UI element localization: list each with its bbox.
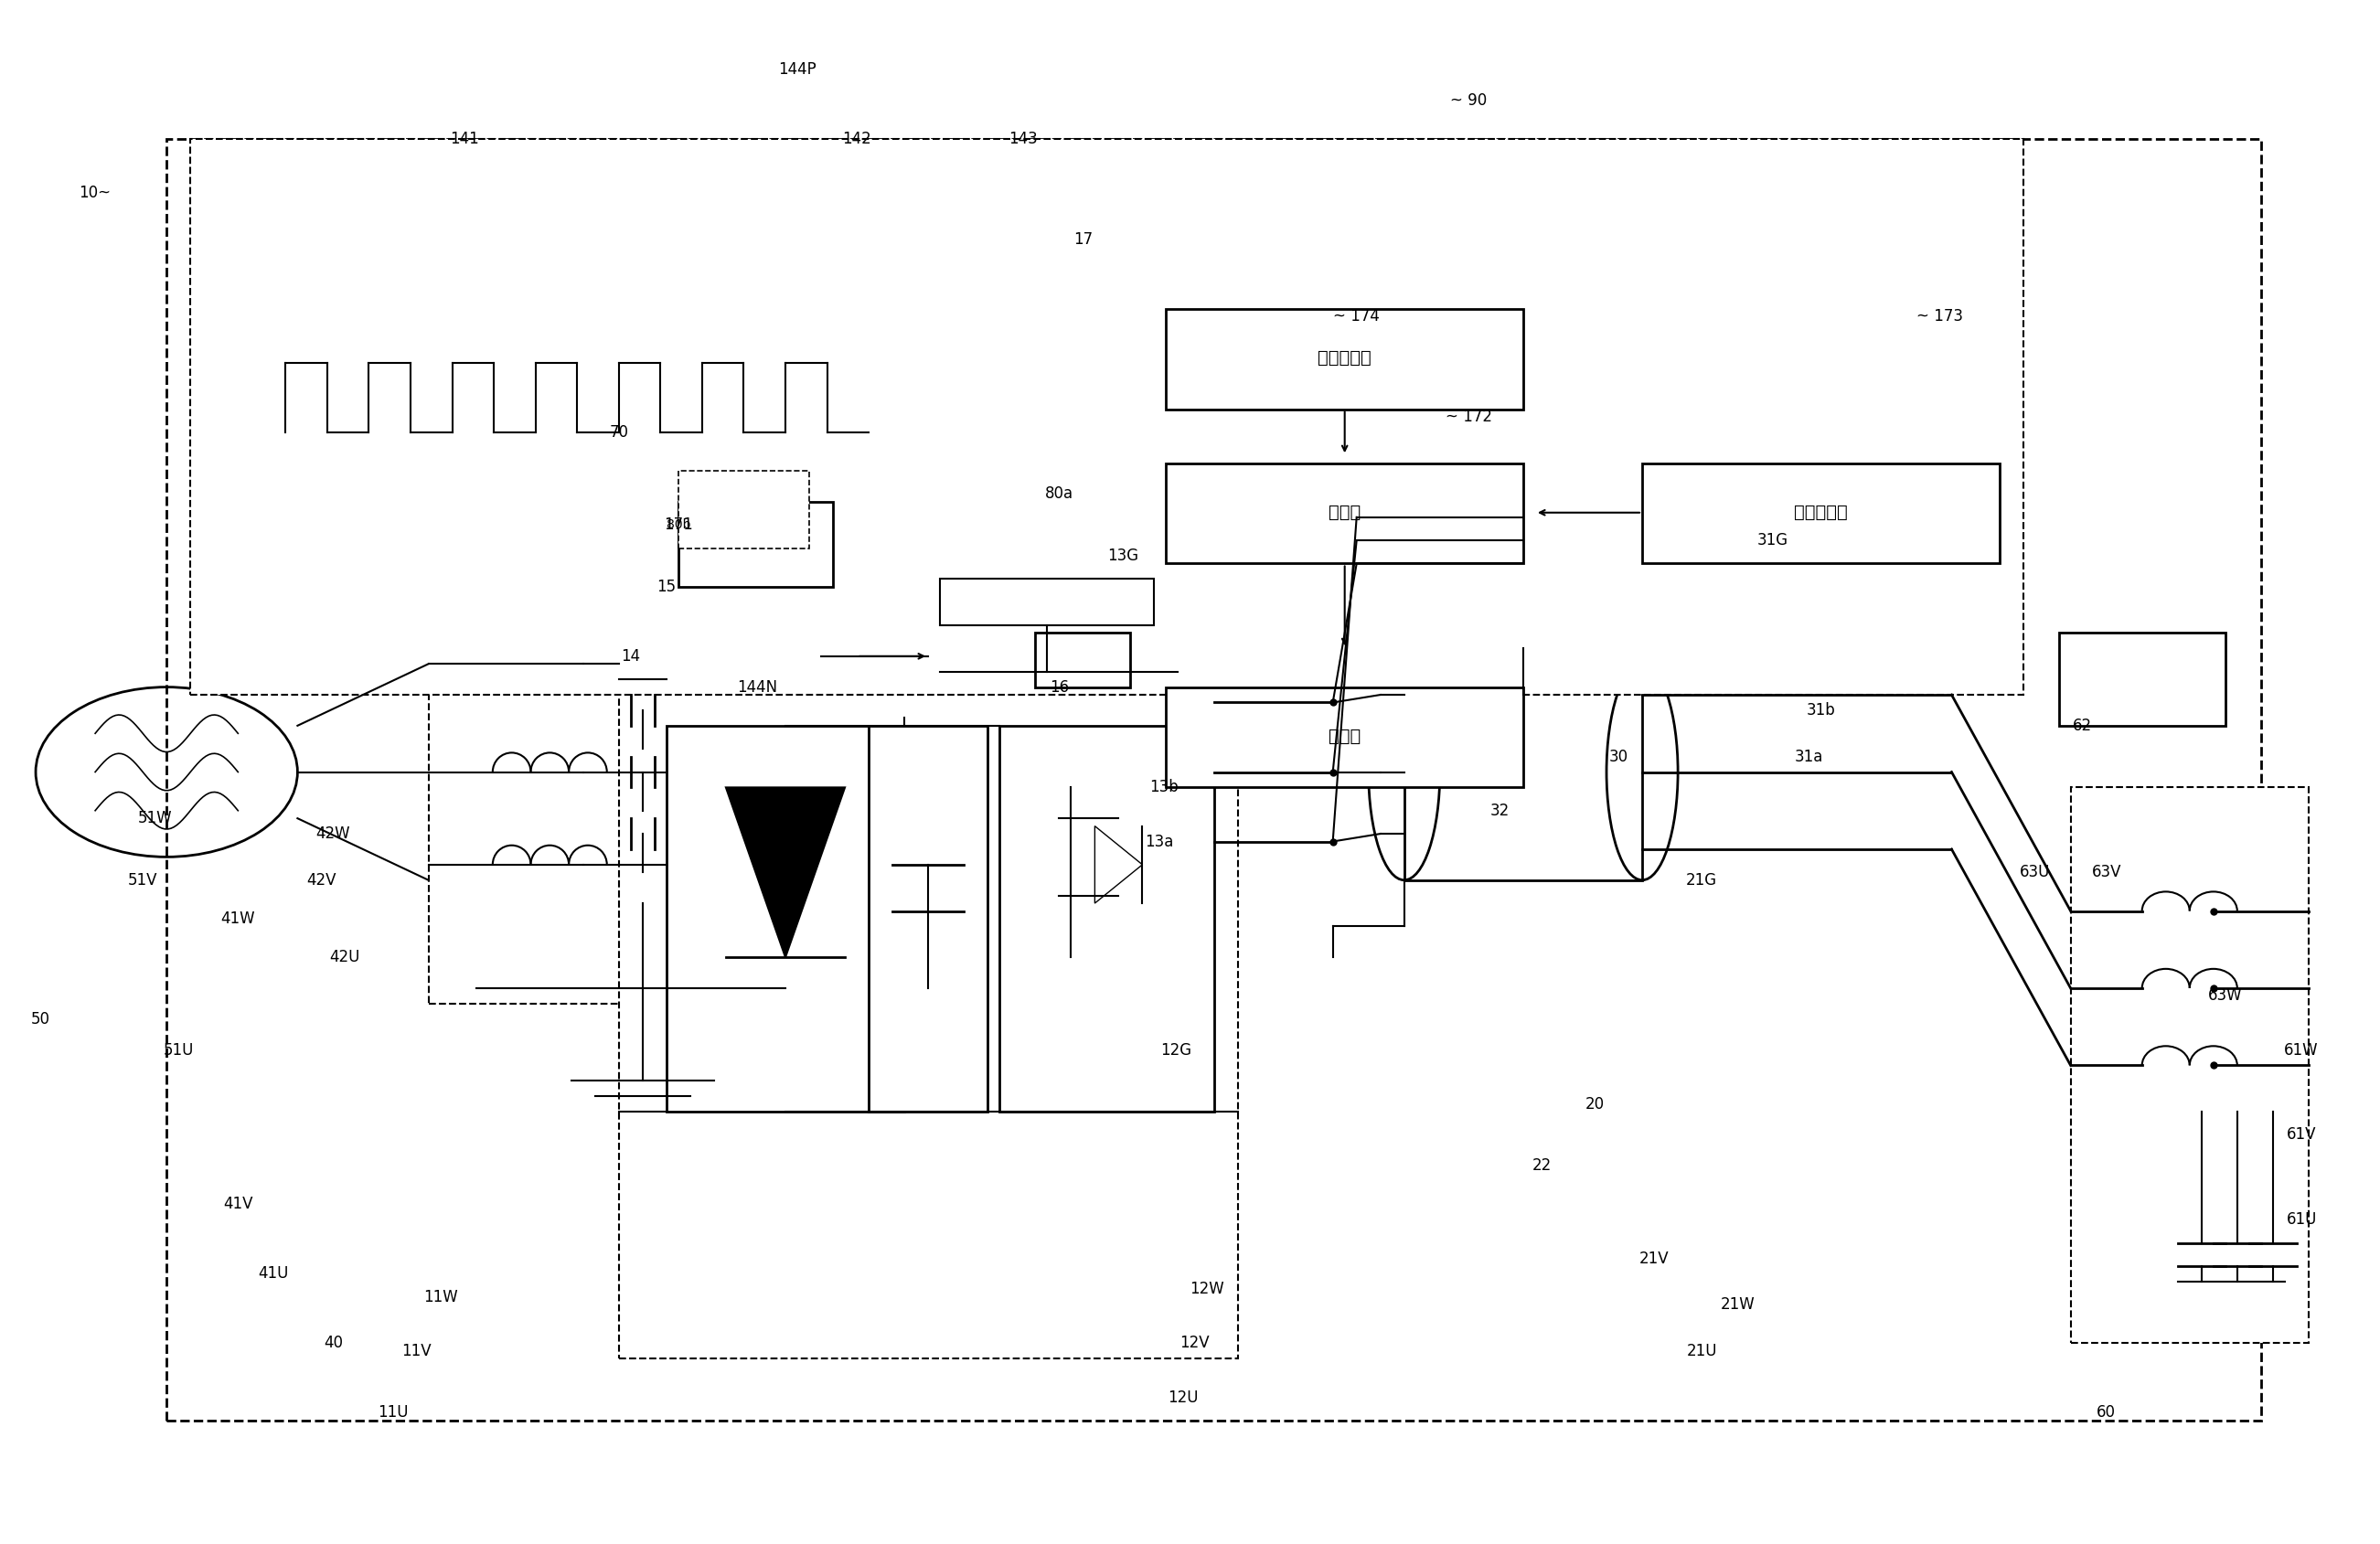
Text: 80a: 80a: [1045, 486, 1073, 502]
Text: 60: 60: [2097, 1405, 2116, 1420]
Text: 11W: 11W: [424, 1289, 457, 1305]
Bar: [1166, 687, 1523, 787]
Text: 61W: 61W: [2285, 1042, 2318, 1058]
Text: 31b: 31b: [1806, 703, 1835, 718]
Text: 41V: 41V: [224, 1197, 252, 1212]
Text: 11U: 11U: [378, 1405, 407, 1420]
Bar: [940, 579, 1154, 625]
Text: 12U: 12U: [1169, 1390, 1197, 1405]
Bar: [678, 502, 833, 587]
Text: 21U: 21U: [1687, 1343, 1716, 1359]
Text: 141: 141: [450, 131, 478, 147]
Bar: [2071, 787, 2309, 1343]
Text: 13a: 13a: [1145, 834, 1173, 849]
Bar: [1523, 432, 1761, 648]
Text: 14: 14: [621, 648, 640, 664]
Bar: [666, 726, 904, 1112]
Bar: [190, 139, 2023, 695]
Bar: [1642, 463, 1999, 564]
Text: 22: 22: [1533, 1158, 1552, 1173]
Bar: [1166, 463, 1523, 564]
Bar: [1166, 309, 1523, 409]
Text: 70: 70: [609, 425, 628, 440]
Text: 143: 143: [1009, 131, 1038, 147]
Text: 61U: 61U: [2287, 1212, 2316, 1227]
Text: 42U: 42U: [331, 950, 359, 965]
Text: 21G: 21G: [1685, 872, 1718, 888]
Bar: [1035, 633, 1130, 687]
Text: 32: 32: [1490, 803, 1509, 818]
Bar: [2059, 633, 2225, 726]
Bar: [167, 139, 2261, 1420]
Text: ~ 173: ~ 173: [1916, 309, 1964, 324]
Text: 比较部: 比较部: [1328, 503, 1361, 522]
Text: 42W: 42W: [317, 826, 350, 841]
Text: 144P: 144P: [778, 62, 816, 77]
Text: 12V: 12V: [1180, 1336, 1209, 1351]
Bar: [869, 726, 988, 1112]
Text: 17: 17: [1073, 232, 1092, 247]
Bar: [619, 648, 1238, 1359]
Text: 41U: 41U: [259, 1266, 288, 1282]
Text: 31G: 31G: [1756, 533, 1790, 548]
Text: 16: 16: [1050, 679, 1069, 695]
Text: 51W: 51W: [138, 811, 171, 826]
Text: 62: 62: [2073, 718, 2092, 733]
Text: 80b: 80b: [666, 519, 690, 531]
Bar: [1404, 664, 1642, 880]
Text: 51V: 51V: [129, 872, 157, 888]
Text: 数据存储部: 数据存储部: [1795, 503, 1847, 522]
Text: 63V: 63V: [2092, 865, 2121, 880]
Text: 144N: 144N: [738, 679, 776, 695]
Bar: [690, 486, 785, 533]
Bar: [1000, 726, 1214, 1112]
Text: 12W: 12W: [1190, 1282, 1223, 1297]
Polygon shape: [726, 787, 845, 957]
Text: 显示部: 显示部: [1328, 727, 1361, 746]
Text: 21V: 21V: [1640, 1251, 1668, 1266]
Text: ~ 174: ~ 174: [1333, 309, 1380, 324]
Text: 13b: 13b: [1150, 780, 1178, 795]
Text: 20: 20: [1585, 1096, 1604, 1112]
Text: 电流检测部: 电流检测部: [1319, 349, 1371, 367]
Text: 10~: 10~: [79, 185, 112, 201]
Bar: [428, 571, 666, 1004]
Text: 11V: 11V: [402, 1343, 431, 1359]
Text: 40: 40: [324, 1336, 343, 1351]
Text: 13G: 13G: [1107, 548, 1140, 564]
Text: 171: 171: [664, 517, 693, 533]
Text: 42V: 42V: [307, 872, 336, 888]
Text: 50: 50: [31, 1011, 50, 1027]
Text: 41W: 41W: [221, 911, 255, 926]
Polygon shape: [1095, 826, 1142, 903]
Text: 30: 30: [1609, 749, 1628, 764]
Text: 15: 15: [657, 579, 676, 594]
Text: 61V: 61V: [2287, 1127, 2316, 1143]
Text: 63U: 63U: [2021, 865, 2049, 880]
Text: 31a: 31a: [1795, 749, 1823, 764]
Bar: [678, 471, 809, 548]
Text: 12G: 12G: [1159, 1042, 1192, 1058]
Text: ~ 172: ~ 172: [1445, 409, 1492, 425]
Text: 63W: 63W: [2209, 988, 2242, 1004]
Text: 21W: 21W: [1721, 1297, 1754, 1312]
Text: ~ 90: ~ 90: [1449, 93, 1488, 108]
Text: 142: 142: [843, 131, 871, 147]
Text: 51U: 51U: [164, 1042, 193, 1058]
